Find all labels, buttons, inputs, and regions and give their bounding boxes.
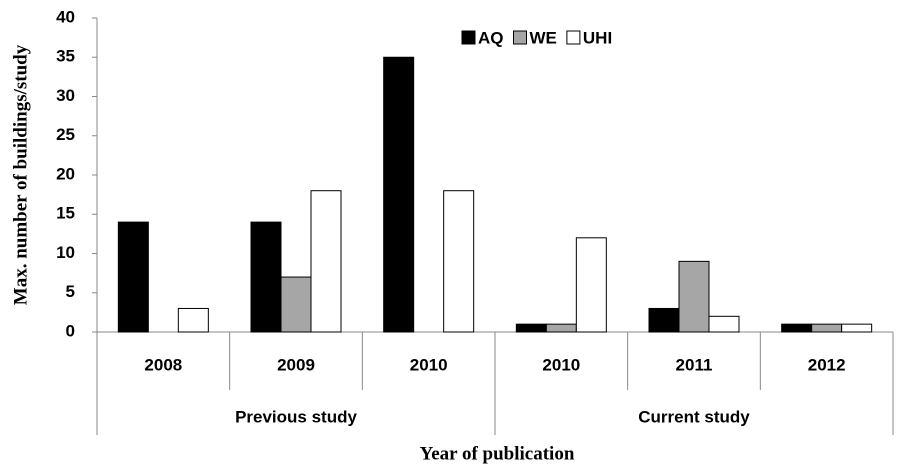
- bar: [280, 276, 312, 333]
- legend-label: UHI: [583, 28, 612, 47]
- y-tick-label: 25: [56, 125, 75, 144]
- y-tick-label: 10: [56, 243, 75, 262]
- bar: [708, 315, 740, 333]
- x-tick-label: 2010: [410, 355, 448, 374]
- bar: [841, 323, 873, 333]
- bar: [117, 221, 149, 333]
- y-tick-label: 15: [56, 204, 75, 223]
- bar: [575, 237, 607, 333]
- y-tick-label: 40: [56, 7, 75, 26]
- legend-label: WE: [530, 28, 557, 47]
- x-axis-title: Year of publication: [420, 443, 575, 464]
- x-tick-label: 2012: [808, 355, 846, 374]
- group-label: Previous study: [235, 407, 357, 426]
- bar: [310, 190, 342, 333]
- legend-swatch: [566, 30, 581, 45]
- y-axis-title: Max. number of buildings/study: [10, 44, 31, 305]
- bar: [781, 323, 813, 333]
- bar: [648, 307, 680, 333]
- group-label: Current study: [638, 407, 750, 426]
- x-tick-label: 2011: [676, 355, 713, 374]
- bar: [811, 323, 843, 333]
- bar: [545, 323, 577, 333]
- bar: [177, 307, 209, 333]
- y-tick-label: 5: [66, 282, 75, 301]
- legend-label: AQ: [478, 28, 504, 47]
- bar: [678, 260, 710, 333]
- bar: [515, 323, 547, 333]
- bar: [250, 221, 282, 333]
- bar: [443, 190, 475, 333]
- y-tick-label: 20: [56, 164, 75, 183]
- bar: [383, 56, 415, 333]
- x-tick-label: 2010: [542, 355, 580, 374]
- legend-swatch: [513, 30, 527, 45]
- y-tick-label: 30: [56, 86, 75, 105]
- legend-swatch: [461, 30, 476, 45]
- y-tick-label: 0: [66, 321, 75, 340]
- x-tick-label: 2009: [277, 355, 315, 374]
- x-tick-label: 2008: [144, 355, 182, 374]
- y-tick-label: 35: [56, 47, 75, 66]
